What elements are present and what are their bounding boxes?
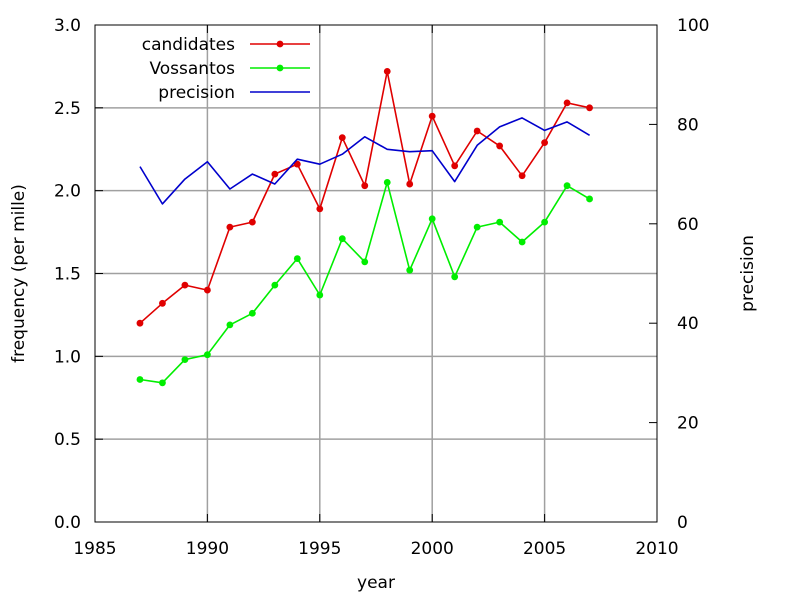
data-point-candidates xyxy=(204,286,211,294)
x-tick-label: 1985 xyxy=(73,539,116,559)
data-point-vossantos xyxy=(316,291,324,299)
data-point-vossantos xyxy=(338,235,346,243)
series-line-precision xyxy=(139,117,591,205)
data-point-vossantos xyxy=(383,178,391,186)
y2-tick-label: 0 xyxy=(677,513,688,533)
grid-lines xyxy=(95,25,657,522)
data-point-candidates xyxy=(541,139,548,147)
y-tick-label: 3.0 xyxy=(54,16,81,36)
data-point-vossantos xyxy=(586,195,593,203)
data-point-candidates xyxy=(563,99,571,107)
x-tick-label: 2010 xyxy=(635,539,678,559)
y-tick-label: 2.0 xyxy=(54,182,81,202)
data-point-vossantos xyxy=(428,215,436,223)
axis-ticks: 1985 1990 1995 2000 2005 2010 0.0 0.5 1.0 1.5 2.0 2… xyxy=(54,16,710,559)
y-axis-label: frequency (per mille) xyxy=(9,184,29,363)
y2-tick-label: 80 xyxy=(677,115,699,135)
y-tick-label: 0.5 xyxy=(54,430,81,450)
data-point-vossantos xyxy=(406,266,414,274)
y-tick-label: 0.0 xyxy=(54,513,81,533)
data-point-candidates xyxy=(293,160,301,168)
y2-axis-label: precision xyxy=(738,235,758,312)
data-point-vossantos xyxy=(541,218,548,226)
data-point-candidates xyxy=(496,142,504,150)
y-tick-label: 1.5 xyxy=(54,265,81,285)
x-tick-label: 1995 xyxy=(298,539,341,559)
y2-tick-label: 20 xyxy=(677,414,699,434)
data-point-vossantos xyxy=(496,218,504,226)
data-point-candidates xyxy=(518,172,526,180)
data-point-vossantos xyxy=(181,356,189,364)
data-point-candidates xyxy=(136,319,144,327)
y2-tick-label: 60 xyxy=(677,215,699,235)
data-point-candidates xyxy=(248,218,256,226)
data-point-candidates xyxy=(451,162,459,170)
y-tick-label: 2.5 xyxy=(54,99,81,119)
x-tick-label: 2005 xyxy=(523,539,566,559)
data-point-candidates xyxy=(428,112,436,120)
legend-label-candidates: candidates xyxy=(142,35,235,55)
legend-marker-vossantos xyxy=(276,64,284,72)
data-point-vossantos xyxy=(248,309,256,317)
data-point-vossantos xyxy=(204,351,211,359)
legend-label-precision: precision xyxy=(158,83,235,103)
series-lines xyxy=(136,67,593,387)
legend-marker-candidates xyxy=(276,40,284,48)
data-point-candidates xyxy=(586,104,593,112)
data-point-candidates xyxy=(226,223,234,231)
data-point-vossantos xyxy=(473,223,481,231)
data-point-vossantos xyxy=(159,379,166,387)
data-point-vossantos xyxy=(136,376,144,383)
data-point-vossantos xyxy=(271,281,279,289)
data-point-vossantos xyxy=(361,258,369,266)
data-point-candidates xyxy=(181,281,189,289)
data-point-candidates xyxy=(473,127,481,135)
data-point-candidates xyxy=(338,134,346,142)
data-point-candidates xyxy=(271,170,279,178)
data-point-vossantos xyxy=(451,273,459,281)
data-point-vossantos xyxy=(226,321,234,329)
y2-tick-label: 100 xyxy=(677,16,709,36)
data-point-vossantos xyxy=(518,238,526,246)
y-tick-label: 1.0 xyxy=(54,347,81,367)
data-point-candidates xyxy=(406,180,414,188)
x-tick-label: 1990 xyxy=(186,539,229,559)
data-point-candidates xyxy=(159,299,166,307)
legend: candidates Vossantos precision xyxy=(142,35,310,103)
x-axis-label: year xyxy=(357,573,395,593)
data-point-vossantos xyxy=(293,255,301,262)
data-point-vossantos xyxy=(563,182,571,190)
legend-label-vossantos: Vossantos xyxy=(149,59,235,79)
x-tick-label: 2000 xyxy=(411,539,454,559)
y2-tick-label: 40 xyxy=(677,314,699,334)
data-point-candidates xyxy=(361,182,369,190)
data-point-candidates xyxy=(383,67,391,75)
data-point-candidates xyxy=(316,205,324,213)
